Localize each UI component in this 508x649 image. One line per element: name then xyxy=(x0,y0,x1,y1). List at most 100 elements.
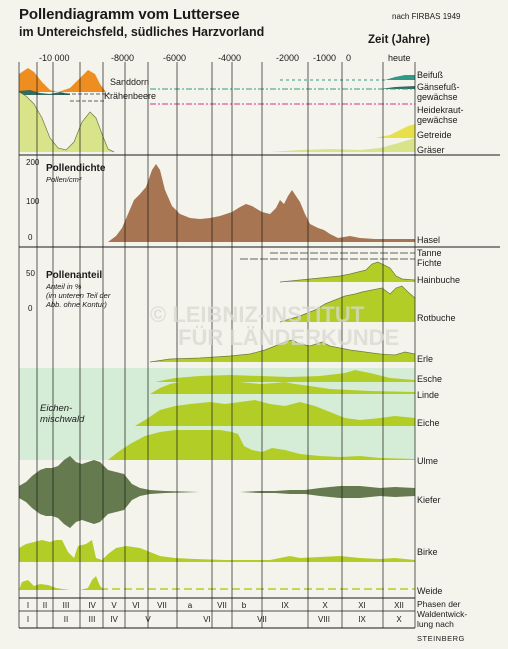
phase-label-2: lung nach xyxy=(417,619,454,629)
phase-label-0: Phasen der xyxy=(417,599,461,609)
time-axis-label: Zeit (Jahre) xyxy=(368,34,430,46)
series-label-ulme: Ulme xyxy=(417,456,438,466)
phase-row1-9: b xyxy=(242,601,247,610)
phase-row1-1: II xyxy=(43,601,47,610)
gaensefuss-area xyxy=(380,86,415,89)
phase-row1-6: VII xyxy=(157,601,167,610)
phase-row2-3: IV xyxy=(110,615,118,624)
pollendichte-y-tick-0: 200 xyxy=(26,158,40,167)
rotbuche-outline xyxy=(279,285,416,323)
eiche-area xyxy=(135,400,415,426)
phase-row1-11: X xyxy=(322,601,328,610)
series-label-gaensefuss-2: gewächse xyxy=(417,92,458,102)
band-label-line-2: mischwald xyxy=(40,414,85,425)
rotbuche-area xyxy=(280,286,415,322)
erle-outline xyxy=(149,339,416,363)
birke-area xyxy=(19,540,415,562)
x-tick-label-7: heute xyxy=(388,53,411,63)
phase-row2-9: X xyxy=(396,615,402,624)
series-label-gaensefuss-1: Gänsefuß- xyxy=(417,82,460,92)
watermark-line-2: FÜR LÄNDERKUNDE xyxy=(178,325,399,350)
band-label-line-1: Eichen- xyxy=(40,403,72,414)
phase-row2-2: III xyxy=(89,615,96,624)
series-label-hasel: Hasel xyxy=(417,235,440,245)
x-tick-label-1: -8000 xyxy=(111,53,134,63)
chart-title-1: Pollendiagramm vom Luttersee xyxy=(19,6,240,23)
series-label-eiche: Eiche xyxy=(417,418,440,428)
pollenanteil-unit-1: (im unteren Teil der xyxy=(46,291,111,300)
series-label-heidekraut-1: Heidekraut- xyxy=(417,105,464,115)
phase-row1-12: XI xyxy=(358,601,366,610)
watermark-line-1: © LEIBNIZ-INSTITUT xyxy=(150,302,365,327)
series-label-hainbuche: Hainbuche xyxy=(417,275,460,285)
pollenanteil-unit-0: Anteil in % xyxy=(45,282,82,291)
phase-row2-5: VI xyxy=(203,615,211,624)
graeser-area-early xyxy=(19,92,114,152)
x-tick-label-2: -6000 xyxy=(163,53,186,63)
chart-title-2: im Untereichsfeld, südliches Harzvorland xyxy=(19,25,265,39)
series-label-linde: Linde xyxy=(417,390,439,400)
series-label-fichte: Fichte xyxy=(417,258,442,268)
phase-row2-1: II xyxy=(64,615,68,624)
weide-area xyxy=(19,576,104,590)
getreide-area xyxy=(375,124,415,138)
graeser-area-late xyxy=(270,138,415,152)
hainbuche-area xyxy=(280,262,415,282)
esche-area xyxy=(155,370,415,382)
series-label-sanddorn: Sanddorn xyxy=(110,77,149,87)
pollenanteil-unit-2: Abb. ohne Kontur) xyxy=(45,300,107,309)
x-tick-label-0: -10 000 xyxy=(39,53,70,63)
series-label-graeser: Gräser xyxy=(417,145,445,155)
x-tick-label-4: -2000 xyxy=(276,53,299,63)
hainbuche-outline xyxy=(279,261,416,283)
phase-label-name: STEINBERG xyxy=(417,634,465,643)
series-label-weide: Weide xyxy=(417,586,442,596)
phase-row2-7: VIII xyxy=(318,615,330,624)
phase-row1-7: a xyxy=(188,601,193,610)
phase-label-1: Waldentwick- xyxy=(417,609,467,619)
phase-row1-5: VI xyxy=(132,601,140,610)
beifuss-area xyxy=(385,75,415,80)
pollendichte-y-tick-2: 0 xyxy=(28,233,33,242)
source-note: nach FIRBAS 1949 xyxy=(392,12,461,21)
phase-row1-0: I xyxy=(27,601,29,610)
series-label-rotbuche: Rotbuche xyxy=(417,313,456,323)
phase-row1-4: V xyxy=(111,601,117,610)
series-label-beifuss: Beifuß xyxy=(417,70,444,80)
sanddorn-area xyxy=(19,68,106,92)
x-tick-label-6: 0 xyxy=(346,53,351,63)
series-label-getreide: Getreide xyxy=(417,130,452,140)
phase-row1-3: IV xyxy=(88,601,96,610)
series-label-esche: Esche xyxy=(417,374,442,384)
pollenanteil-y-tick-1: 0 xyxy=(28,304,33,313)
series-label-birke: Birke xyxy=(417,547,438,557)
phase-row2-4: V xyxy=(145,615,151,624)
pollendichte-unit: Pollen/cm² xyxy=(46,175,82,184)
series-label-kiefer: Kiefer xyxy=(417,495,441,505)
x-tick-label-5: -1000 xyxy=(313,53,336,63)
pollendichte-title: Pollendichte xyxy=(46,163,106,174)
linde-area xyxy=(150,381,415,394)
x-tick-label-3: -4000 xyxy=(218,53,241,63)
phase-row1-2: III xyxy=(63,601,70,610)
hasel-area xyxy=(108,164,415,242)
phase-row2-8: IX xyxy=(358,615,366,624)
pollendichte-y-tick-1: 100 xyxy=(26,197,40,206)
graeser-outline xyxy=(18,91,115,153)
series-label-kraehenbeere: Krähenbeere xyxy=(104,91,156,101)
series-label-heidekraut-2: gewächse xyxy=(417,115,458,125)
phase-row2-0: I xyxy=(27,615,29,624)
phase-row1-13: XII xyxy=(394,601,404,610)
pollenanteil-y-tick-0: 50 xyxy=(26,269,35,278)
phase-row1-10: IX xyxy=(281,601,289,610)
series-label-tanne: Tanne xyxy=(417,248,442,258)
phase-row1-8: VII xyxy=(217,601,227,610)
kraehenbeere-area xyxy=(19,90,70,95)
kiefer-area xyxy=(19,456,415,528)
series-label-erle: Erle xyxy=(417,354,433,364)
erle-area xyxy=(150,340,415,362)
phase-row2-6: VII xyxy=(257,615,267,624)
pollenanteil-title: Pollenanteil xyxy=(46,270,102,281)
